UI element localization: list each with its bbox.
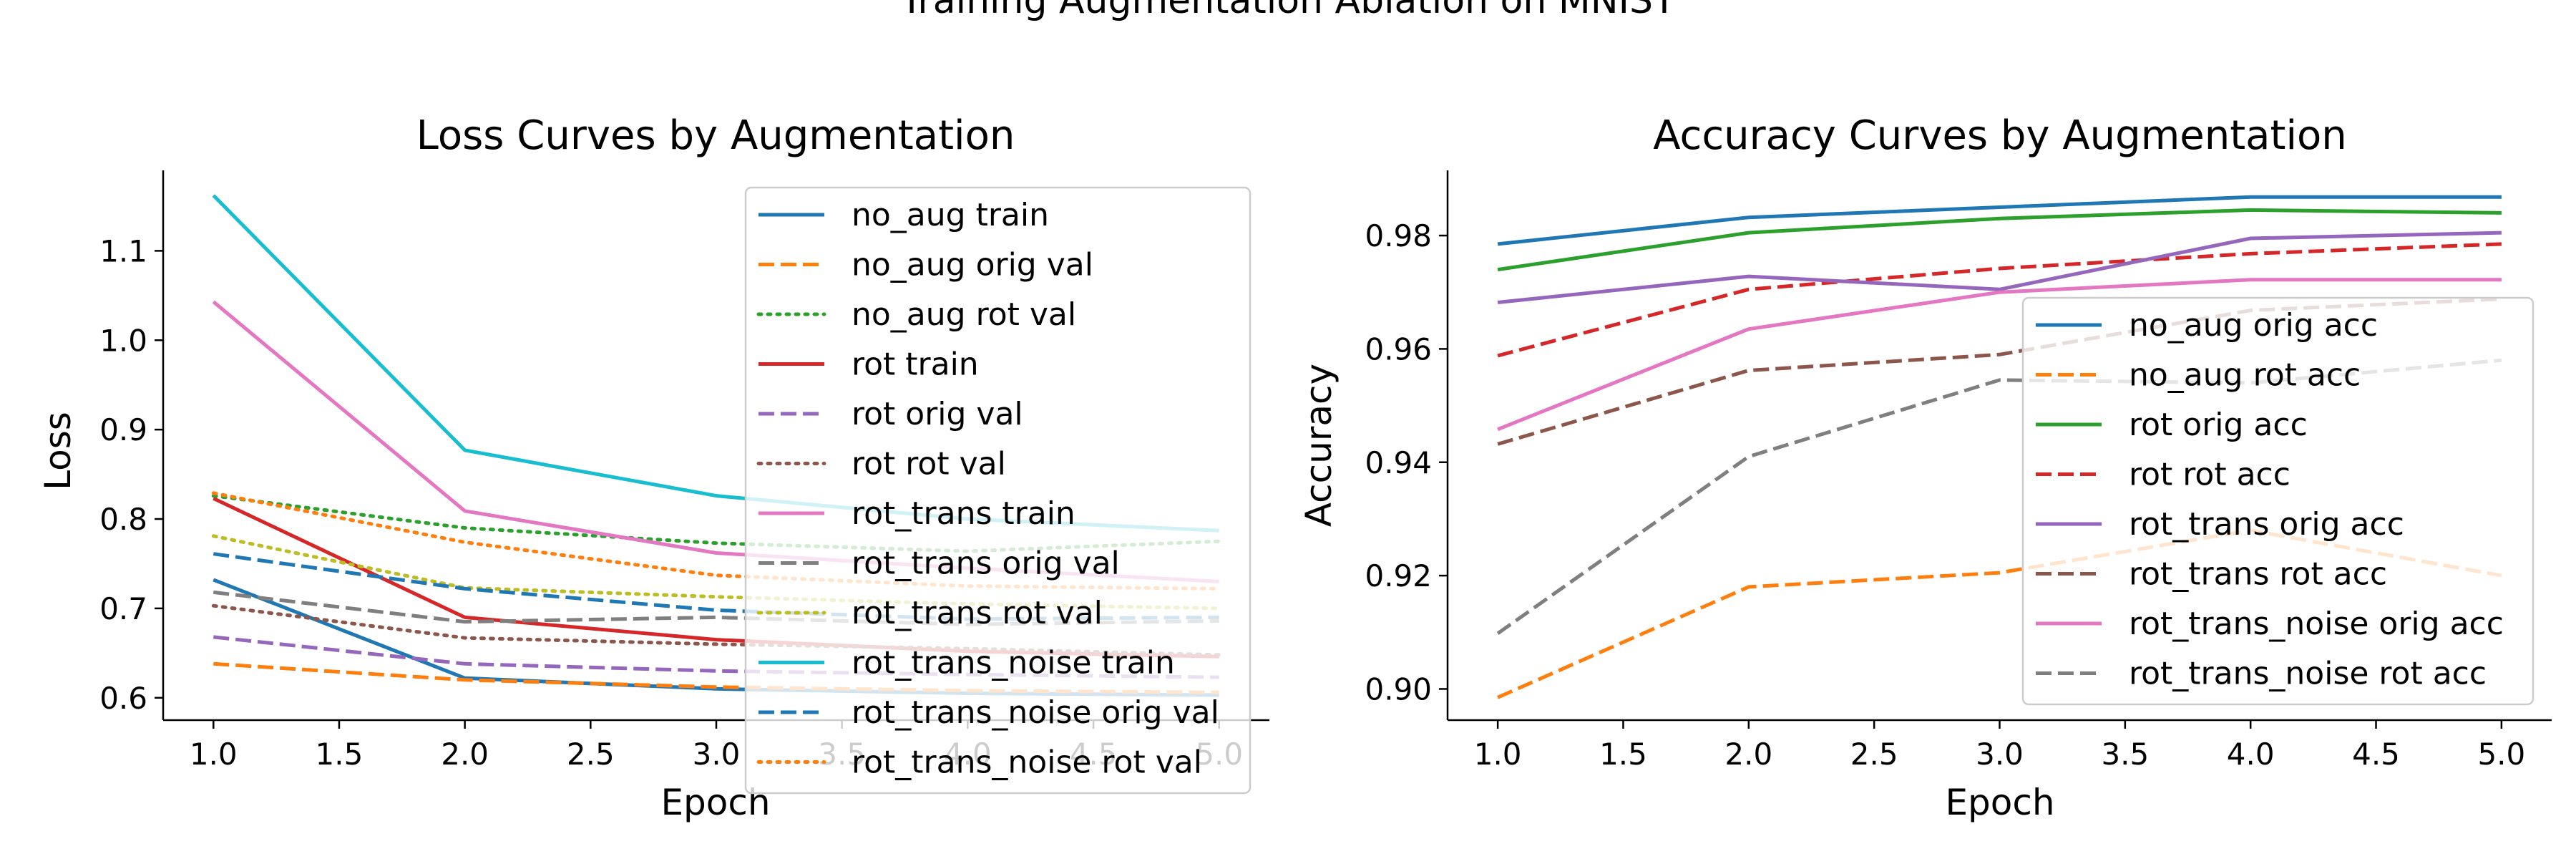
loss-chart-legend-label: rot_trans_noise train	[852, 645, 1175, 681]
loss-chart: Loss Curves by Augmentation Epoch Loss 1…	[37, 112, 1269, 823]
accuracy-chart-series-line-7	[1496, 358, 2502, 635]
accuracy-chart-xtick-label: 1.5	[1599, 737, 1647, 772]
loss-chart-title: Loss Curves by Augmentation	[416, 112, 1015, 159]
loss-chart-xtick-label: 2.0	[441, 737, 489, 772]
accuracy-chart-title: Accuracy Curves by Augmentation	[1653, 112, 2347, 159]
loss-chart-ytick-label: 0.7	[99, 591, 147, 626]
loss-chart-series-line-4	[213, 635, 1219, 679]
loss-chart-legend-label: rot_trans orig val	[852, 545, 1120, 582]
loss-chart-legend-label: rot_trans_noise orig val	[852, 694, 1219, 731]
loss-chart-legend-label: rot train	[852, 346, 979, 383]
loss-chart-y-axis: 0.6 0.7 0.8 0.9 1.0 1.1	[99, 233, 163, 716]
accuracy-chart-legend-label: rot rot acc	[2129, 457, 2290, 493]
loss-chart-xtick-label: 1.0	[190, 737, 238, 772]
accuracy-chart-xtick-label: 3.0	[1976, 737, 2024, 772]
accuracy-chart-series-line-4	[1497, 230, 2502, 304]
accuracy-chart-xlabel: Epoch	[1945, 782, 2054, 823]
loss-chart-ytick-label: 0.8	[99, 502, 147, 537]
loss-chart-legend-label: rot rot val	[852, 446, 1006, 482]
accuracy-chart-ytick-label: 0.94	[1365, 445, 1432, 480]
accuracy-chart-xtick-label: 4.0	[2227, 737, 2275, 772]
loss-chart-ytick-label: 1.1	[99, 233, 147, 268]
loss-chart-legend-label: no_aug train	[852, 197, 1049, 233]
accuracy-chart-xtick-label: 2.5	[1850, 737, 1898, 772]
loss-chart-legend-label: rot orig val	[852, 396, 1023, 432]
accuracy-chart-x-axis: 1.0 1.5 2.0 2.5 3.0 3.5 4.0 4.5 5.0	[1474, 720, 2525, 772]
accuracy-chart-legend-label: rot_trans_noise orig acc	[2129, 606, 2504, 642]
accuracy-chart-xtick-label: 1.0	[1474, 737, 1522, 772]
accuracy-chart-legend-label: rot_trans rot acc	[2129, 556, 2387, 593]
loss-chart-legend-label: rot_trans train	[852, 495, 1075, 532]
accuracy-chart-series-line-0	[1497, 195, 2502, 246]
accuracy-chart-ytick-label: 0.98	[1365, 218, 1432, 253]
accuracy-chart-legend-label: rot orig acc	[2129, 407, 2308, 443]
accuracy-chart-xtick-label: 5.0	[2477, 737, 2525, 772]
accuracy-chart-ytick-label: 0.96	[1365, 331, 1432, 367]
loss-chart-legend-label: rot_trans_noise rot val	[852, 744, 1202, 781]
accuracy-chart-series-line-1	[1497, 528, 2502, 699]
accuracy-chart-legend-label: no_aug orig acc	[2129, 307, 2378, 344]
accuracy-chart: Accuracy Curves by Augmentation Epoch Ac…	[1298, 112, 2552, 823]
figure-suptitle: Training Augmentation Ablation on MNIST	[899, 0, 1676, 22]
accuracy-chart-legend-label: rot_trans orig acc	[2129, 506, 2404, 543]
loss-chart-xtick-label: 2.5	[567, 737, 615, 772]
loss-chart-series-line-7	[213, 590, 1219, 626]
accuracy-chart-ylabel: Accuracy	[1298, 364, 1340, 527]
accuracy-chart-xtick-label: 3.5	[2101, 737, 2149, 772]
accuracy-chart-ytick-label: 0.92	[1365, 558, 1432, 593]
loss-chart-legend-box	[744, 186, 1252, 795]
loss-chart-series-line-1	[213, 661, 1219, 694]
loss-chart-legend-label: no_aug rot val	[852, 296, 1076, 333]
loss-chart-ytick-label: 0.6	[99, 681, 147, 716]
loss-chart-xtick-label: 3.0	[693, 737, 741, 772]
accuracy-chart-xtick-label: 2.0	[1724, 737, 1772, 772]
accuracy-chart-series-line-6	[1497, 278, 2502, 432]
loss-chart-ytick-label: 0.9	[99, 412, 147, 447]
loss-chart-series-line-8	[211, 534, 1221, 611]
accuracy-chart-legend-label: no_aug rot acc	[2129, 357, 2361, 394]
accuracy-chart-series-line-2	[1497, 208, 2502, 272]
accuracy-chart-xtick-label: 4.5	[2352, 737, 2400, 772]
accuracy-chart-legend: no_aug orig acc no_aug rot acc rot orig ac…	[2021, 296, 2534, 706]
loss-chart-ytick-label: 1.0	[99, 323, 147, 358]
loss-chart-legend-label: rot_trans rot val	[852, 595, 1103, 631]
accuracy-chart-legend-box	[2021, 296, 2534, 706]
accuracy-chart-series-line-3	[1497, 242, 2502, 358]
loss-chart-xtick-label: 1.5	[316, 737, 364, 772]
accuracy-chart-ytick-label: 0.90	[1365, 671, 1432, 707]
loss-chart-ylabel: Loss	[37, 412, 79, 490]
accuracy-chart-y-axis: 0.90 0.92 0.94 0.96 0.98	[1365, 218, 1448, 707]
loss-chart-legend: no_aug train no_aug orig val no_aug rot va…	[744, 186, 1252, 795]
accuracy-chart-legend-label: rot_trans_noise rot acc	[2129, 656, 2487, 692]
loss-chart-legend-label: no_aug orig val	[852, 247, 1093, 283]
loss-chart-series-line-10	[213, 552, 1219, 621]
